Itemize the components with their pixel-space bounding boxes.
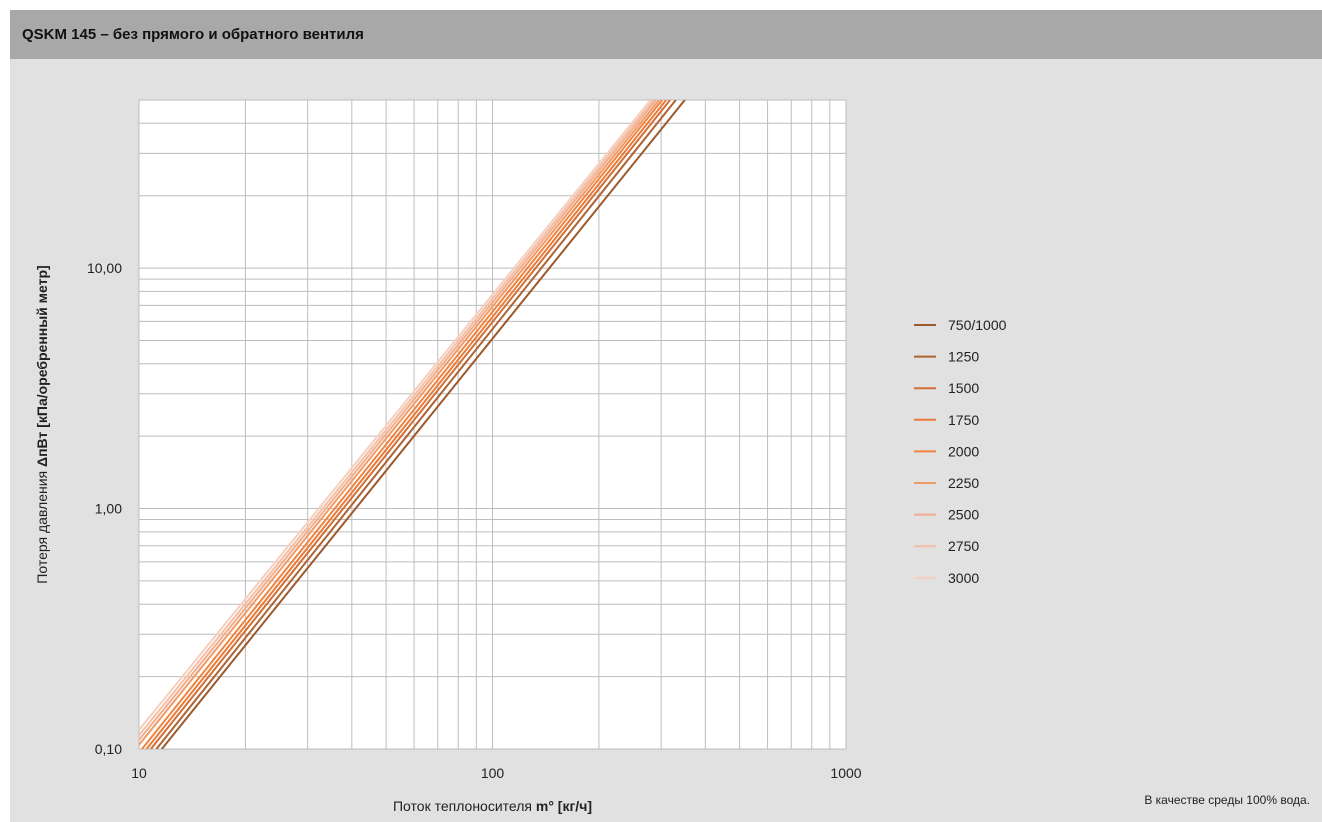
- legend-label: 2750: [948, 538, 979, 554]
- legend-label: 1250: [948, 349, 979, 365]
- series-line-2500: [139, 100, 657, 741]
- legend-label: 1500: [948, 380, 979, 396]
- series-line-1750: [145, 100, 667, 749]
- y-tick-label: 0,10: [95, 741, 122, 757]
- series-line-750-1000: [161, 100, 686, 749]
- y-axis-label: Потеря давления ΔпВт [кПа/оребренный мет…: [34, 265, 50, 583]
- series-line-3000: [139, 100, 652, 731]
- y-tick-label: 10,00: [87, 260, 122, 276]
- series-group: [139, 100, 686, 749]
- legend-label: 2250: [948, 475, 979, 491]
- x-axis-label: Поток теплоносителя m° [кг/ч]: [393, 798, 592, 814]
- footnote: В качестве среды 100% вода.: [1144, 793, 1310, 807]
- series-line-1500: [150, 100, 671, 749]
- legend-label: 750/1000: [948, 317, 1007, 333]
- series-line-2250: [139, 100, 660, 746]
- x-tick-label: 1000: [830, 765, 861, 781]
- legend-label: 2500: [948, 507, 979, 523]
- series-line-2000: [141, 100, 663, 749]
- series-line-2750: [139, 100, 655, 736]
- y-tick-label: 1,00: [95, 501, 122, 517]
- legend-label: 2000: [948, 443, 979, 459]
- series-line-1250: [155, 100, 677, 749]
- chart-title: QSKM 145 – без прямого и обратного венти…: [22, 26, 364, 43]
- x-tick-label: 100: [481, 765, 505, 781]
- title-bar: QSKM 145 – без прямого и обратного венти…: [10, 10, 1322, 59]
- x-tick-label: 10: [131, 765, 147, 781]
- legend-label: 3000: [948, 570, 979, 586]
- legend-label: 1750: [948, 412, 979, 428]
